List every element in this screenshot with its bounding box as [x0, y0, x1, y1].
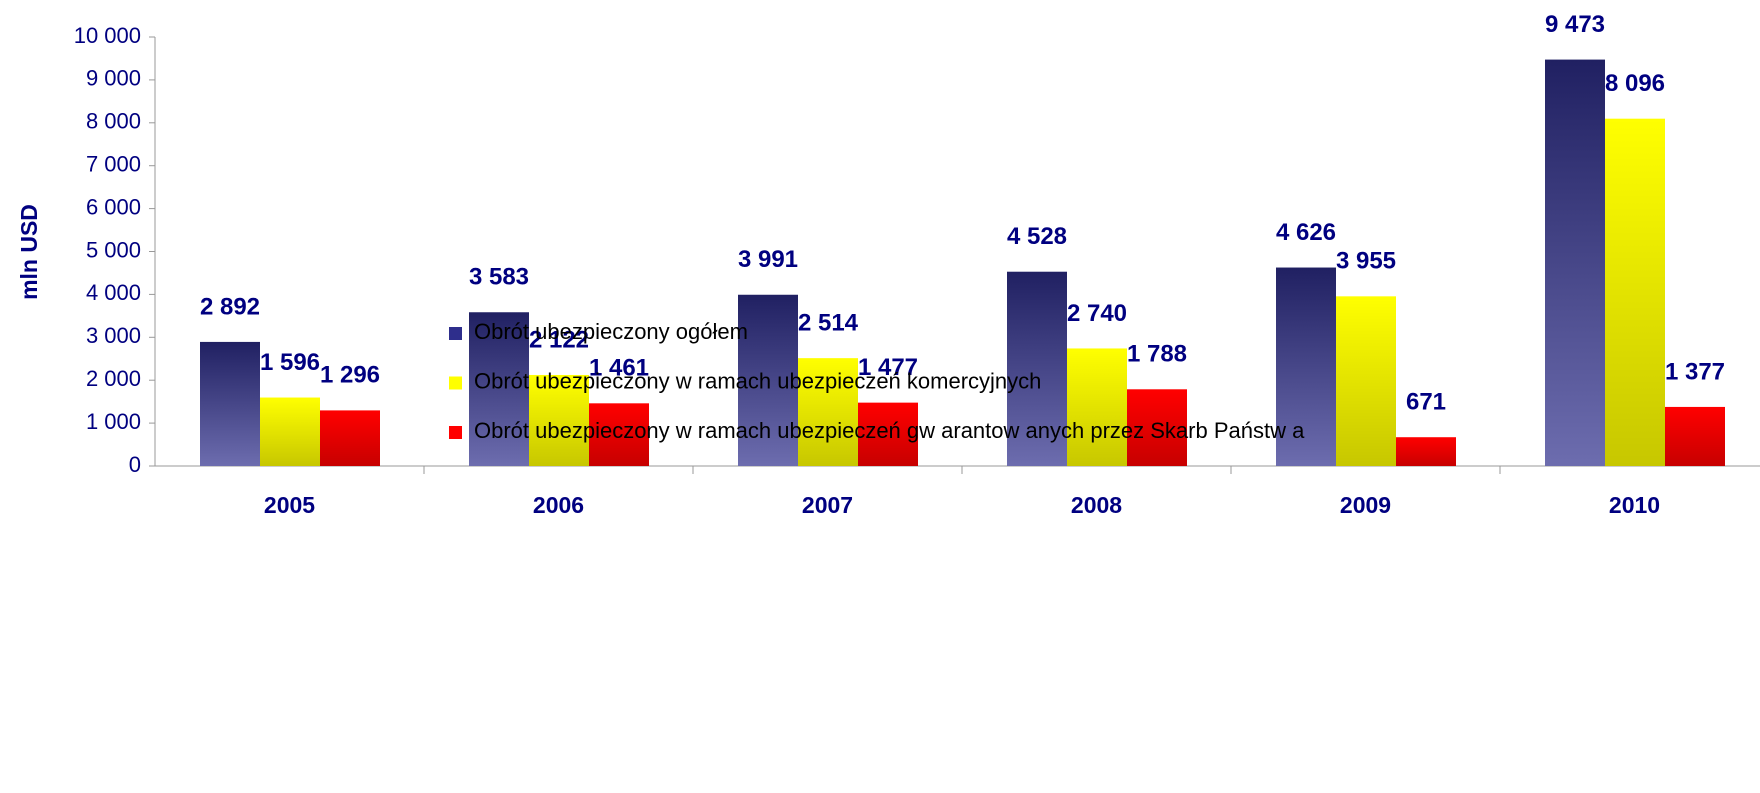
x-tick-label: 2008: [1071, 492, 1122, 518]
data-label: 1 788: [1127, 341, 1187, 368]
bar: [1605, 118, 1665, 466]
data-label: 2 122: [529, 326, 589, 353]
data-label: 671: [1406, 389, 1446, 416]
x-tick-label: 2009: [1340, 492, 1391, 518]
y-tick-label: 9 000: [86, 66, 141, 91]
y-tick-label: 0: [129, 452, 141, 477]
y-tick-label: 8 000: [86, 109, 141, 134]
y-tick-label: 4 000: [86, 280, 141, 305]
y-tick-label: 7 000: [86, 152, 141, 177]
bar: [200, 341, 260, 466]
x-tick-label: 2010: [1609, 492, 1660, 518]
y-tick-label: 5 000: [86, 237, 141, 262]
x-tick-label: 2005: [264, 492, 315, 518]
bar: [1665, 406, 1725, 466]
legend-swatch: [449, 376, 462, 390]
data-label: 1 461: [589, 355, 649, 382]
data-label: 2 892: [200, 293, 260, 320]
data-label: 2 514: [798, 309, 859, 336]
legend-label: Obrót ubezpieczony ogółem: [474, 319, 748, 344]
data-label: 8 096: [1605, 70, 1665, 97]
legend-label: Obrót ubezpieczony w ramach ubezpieczeń …: [474, 368, 1041, 393]
bar: [1067, 348, 1127, 466]
data-label: 4 528: [1007, 223, 1067, 250]
data-label: 4 626: [1276, 219, 1336, 246]
data-label: 2 740: [1067, 300, 1127, 327]
y-tick-label: 1 000: [86, 409, 141, 434]
legend-label: Obrót ubezpieczony w ramach ubezpieczeń …: [474, 418, 1305, 443]
data-label: 3 583: [469, 264, 529, 291]
data-label: 1 377: [1665, 358, 1725, 385]
y-tick-label: 6 000: [86, 194, 141, 219]
bar: [1545, 59, 1605, 466]
bar: [320, 410, 380, 466]
y-tick-label: 3 000: [86, 323, 141, 348]
x-tick-label: 2006: [533, 492, 584, 518]
data-label: 3 991: [738, 246, 798, 273]
bar: [1396, 437, 1456, 466]
y-tick-label: 2 000: [86, 366, 141, 391]
data-label: 3 955: [1336, 248, 1396, 275]
bar: [260, 397, 320, 466]
y-tick-label: 10 000: [74, 23, 141, 48]
x-tick-label: 2007: [802, 492, 853, 518]
data-label: 1 596: [260, 349, 320, 376]
legend-swatch: [449, 426, 462, 439]
bar: [1336, 296, 1396, 466]
legend-swatch: [449, 327, 462, 340]
data-label: 9 473: [1545, 11, 1605, 38]
y-axis-label: mln USD: [16, 204, 42, 300]
data-label: 1 477: [858, 354, 918, 381]
data-label: 1 296: [320, 362, 380, 389]
